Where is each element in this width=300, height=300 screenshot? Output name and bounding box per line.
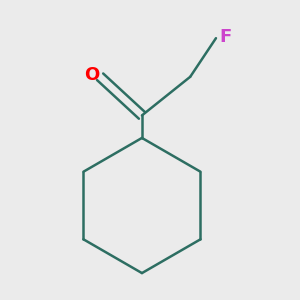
Text: F: F [220, 28, 232, 46]
Text: O: O [84, 66, 99, 84]
